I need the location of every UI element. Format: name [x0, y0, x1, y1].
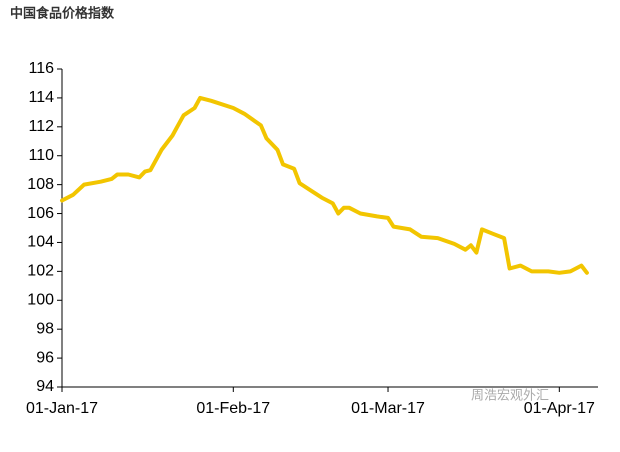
- x-tick-label: 01-Mar-17: [351, 400, 425, 417]
- y-tick-label: 96: [36, 349, 54, 366]
- x-tick-label: 01-Apr-17: [524, 400, 595, 417]
- watermark: 周浩宏观外汇: [471, 387, 549, 402]
- y-tick-label: 108: [27, 176, 54, 193]
- y-tick-label: 100: [27, 291, 54, 308]
- y-tick-label: 110: [28, 147, 54, 164]
- y-tick-label: 106: [27, 205, 54, 222]
- y-tick-label: 116: [28, 60, 54, 77]
- x-tick-label: 01-Jan-17: [26, 400, 98, 417]
- y-tick-label: 98: [36, 320, 54, 337]
- y-tick-label: 114: [28, 89, 54, 106]
- chart-title: 中国食品价格指数: [10, 5, 115, 20]
- x-tick-label: 01-Feb-17: [196, 400, 270, 417]
- y-tick-label: 104: [27, 234, 54, 251]
- y-tick-label: 112: [28, 118, 54, 135]
- y-tick-label: 102: [27, 263, 54, 280]
- y-tick-label: 94: [36, 378, 54, 395]
- line: [60, 95, 589, 275]
